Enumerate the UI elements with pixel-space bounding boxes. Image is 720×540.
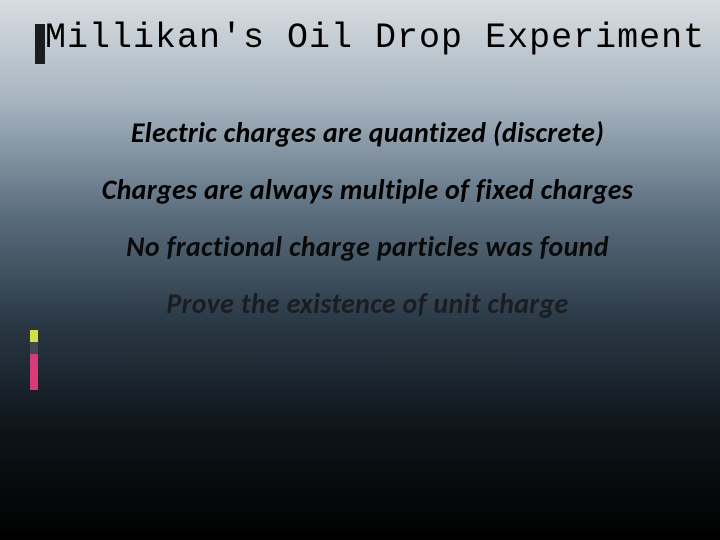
- slide: Millikan's Oil Drop Experiment Electric …: [0, 0, 720, 540]
- accent-bar-magenta: [30, 354, 38, 390]
- bullet-point: No fractional charge particles was found: [60, 229, 675, 264]
- title-bullet-mark: [35, 24, 45, 64]
- accent-bar-slate: [30, 342, 38, 354]
- slide-title: Millikan's Oil Drop Experiment: [45, 18, 692, 58]
- accent-bar-yellow: [30, 330, 38, 342]
- accent-bars: [30, 330, 38, 390]
- content-area: Electric charges are quantized (discrete…: [60, 115, 675, 343]
- bullet-point: Charges are always multiple of fixed cha…: [60, 172, 675, 207]
- bullet-point: Prove the existence of unit charge: [60, 286, 675, 321]
- title-area: Millikan's Oil Drop Experiment: [35, 18, 692, 58]
- bullet-point: Electric charges are quantized (discrete…: [60, 115, 675, 150]
- bottom-border: [0, 532, 720, 540]
